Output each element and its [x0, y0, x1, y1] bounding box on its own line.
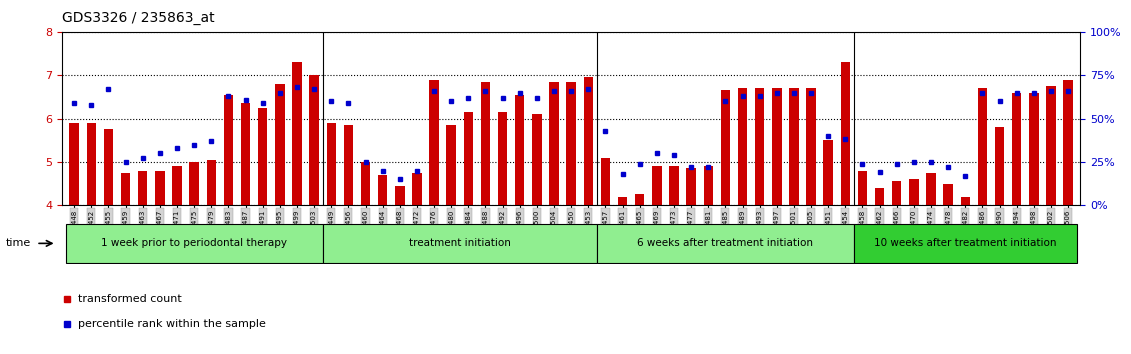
Bar	[66, 224, 322, 263]
Bar	[634, 194, 645, 205]
Bar	[121, 173, 130, 205]
Bar	[926, 173, 935, 205]
Bar	[395, 186, 405, 205]
Bar	[189, 162, 199, 205]
Bar	[155, 171, 165, 205]
Text: treatment initiation: treatment initiation	[408, 238, 511, 249]
Bar	[875, 188, 884, 205]
Bar	[292, 62, 302, 205]
Bar	[943, 184, 952, 205]
Bar	[361, 162, 370, 205]
Bar	[344, 125, 353, 205]
Bar	[87, 123, 96, 205]
Bar	[960, 197, 970, 205]
Bar	[1063, 80, 1073, 205]
Bar	[703, 166, 713, 205]
Bar	[653, 166, 662, 205]
Bar	[977, 88, 987, 205]
Bar	[322, 224, 597, 263]
Bar	[430, 80, 439, 205]
Bar	[550, 82, 559, 205]
Bar	[1046, 86, 1055, 205]
Bar	[104, 130, 113, 205]
Bar	[754, 88, 765, 205]
Bar	[1029, 93, 1038, 205]
Bar	[720, 90, 731, 205]
Text: 6 weeks after treatment initiation: 6 weeks after treatment initiation	[638, 238, 813, 249]
Bar	[481, 82, 490, 205]
Bar	[618, 197, 628, 205]
Bar	[772, 88, 782, 205]
Bar	[310, 75, 319, 205]
Bar	[597, 224, 854, 263]
Text: percentile rank within the sample: percentile rank within the sample	[78, 319, 266, 329]
Bar	[670, 166, 679, 205]
Text: 1 week prior to periodontal therapy: 1 week prior to periodontal therapy	[101, 238, 287, 249]
Bar	[823, 140, 832, 205]
Bar	[789, 88, 798, 205]
Bar	[601, 158, 610, 205]
Bar	[327, 123, 336, 205]
Bar	[241, 103, 250, 205]
Bar	[737, 88, 748, 205]
Bar	[275, 84, 285, 205]
Text: GDS3326 / 235863_at: GDS3326 / 235863_at	[62, 11, 215, 25]
Text: 10 weeks after treatment initiation: 10 weeks after treatment initiation	[874, 238, 1056, 249]
Bar	[378, 175, 387, 205]
Bar	[498, 112, 508, 205]
Bar	[69, 123, 79, 205]
Bar	[584, 78, 593, 205]
Text: time: time	[6, 238, 31, 249]
Bar	[1012, 93, 1021, 205]
Bar	[172, 166, 182, 205]
Bar	[857, 171, 867, 205]
Bar	[892, 182, 901, 205]
Bar	[840, 62, 851, 205]
Bar	[854, 224, 1077, 263]
Bar	[138, 171, 147, 205]
Bar	[567, 82, 576, 205]
Bar	[464, 112, 473, 205]
Bar	[412, 173, 422, 205]
Bar	[207, 160, 216, 205]
Bar	[515, 95, 525, 205]
Bar	[806, 88, 815, 205]
Bar	[224, 95, 233, 205]
Text: transformed count: transformed count	[78, 294, 182, 304]
Bar	[447, 125, 456, 205]
Bar	[995, 127, 1004, 205]
Bar	[533, 114, 542, 205]
Bar	[258, 108, 267, 205]
Bar	[909, 179, 918, 205]
Bar	[687, 169, 696, 205]
